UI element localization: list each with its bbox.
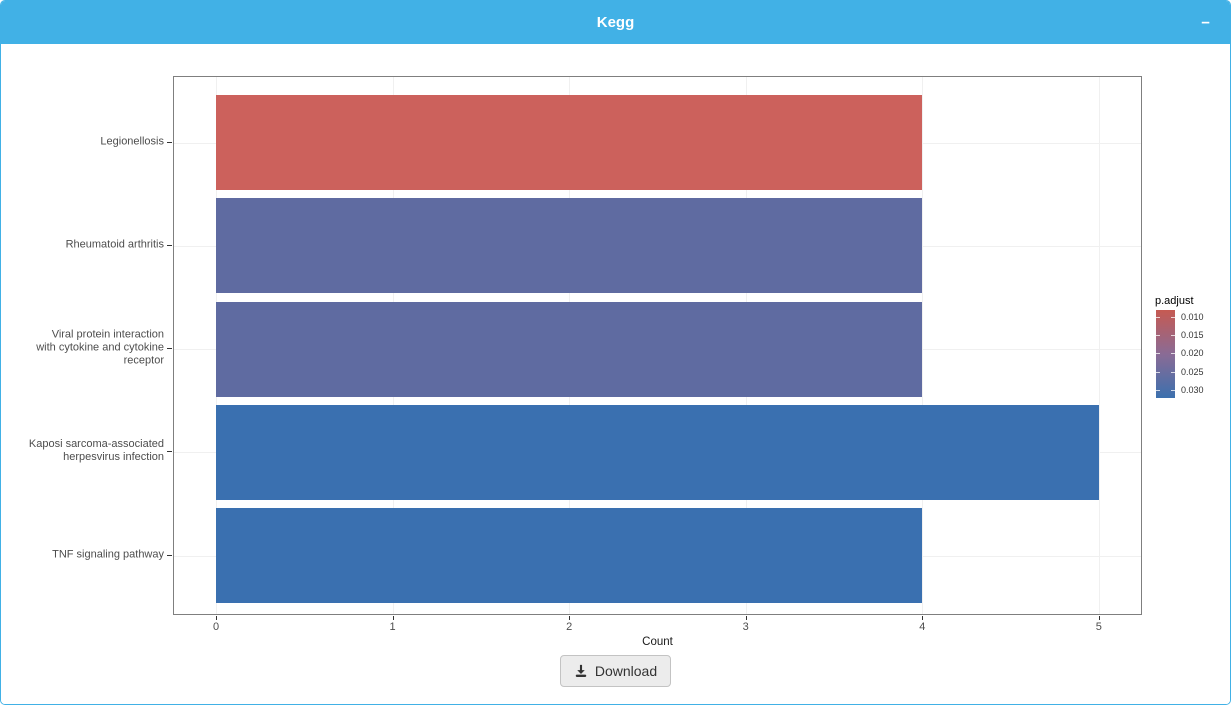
x-tick-label: 1	[389, 621, 396, 633]
download-button-label: Download	[594, 663, 658, 679]
x-axis-tick	[216, 616, 217, 620]
legend-tick	[1156, 317, 1160, 319]
x-tick-label: 5	[1095, 621, 1102, 633]
legend-tick	[1156, 372, 1160, 374]
legend-title: p.adjust	[1155, 295, 1194, 307]
y-axis-tick	[167, 244, 172, 246]
y-axis-label: Viral protein interaction with cytokine …	[36, 328, 164, 367]
download-row: Download	[1, 655, 1230, 687]
x-tick-label: 3	[742, 621, 749, 633]
legend-tick	[1171, 390, 1175, 392]
x-axis-tick	[569, 616, 571, 620]
y-axis-label: TNF signaling pathway	[52, 548, 164, 560]
gridline	[1098, 77, 1100, 614]
bar-chart: Count p.adjust 0 1 2 3 4 5 Legionellosis Rheuma…	[1, 44, 1230, 704]
x-axis-tick	[1098, 616, 1100, 620]
legend-tick	[1171, 317, 1175, 319]
x-axis-tick	[745, 616, 747, 620]
legend-tick-label: 0.025	[1181, 367, 1204, 378]
bar	[216, 301, 923, 397]
y-axis-tick	[167, 348, 172, 349]
x-tick-label: 4	[919, 621, 926, 633]
y-axis-tick	[167, 141, 172, 143]
plot-area	[173, 76, 1142, 615]
panel-title: Kegg	[596, 14, 635, 31]
bar	[216, 404, 1099, 500]
y-axis-label: Kaposi sarcoma-associated herpesvirus in…	[28, 438, 164, 464]
y-axis-tick	[167, 451, 172, 453]
legend-tick	[1171, 353, 1175, 355]
panel-header: Kegg −	[1, 1, 1230, 44]
panel-body: Count p.adjust 0 1 2 3 4 5 Legionellosis Rheuma…	[1, 44, 1230, 704]
legend-tick-label: 0.010	[1181, 312, 1204, 323]
legend-tick-label: 0.015	[1181, 330, 1204, 341]
legend-tick	[1171, 335, 1175, 337]
x-tick-label: 2	[566, 621, 573, 633]
legend-tick	[1171, 372, 1175, 374]
legend-tick	[1156, 335, 1160, 337]
bar	[216, 198, 923, 294]
legend-tick	[1156, 390, 1160, 392]
y-axis-label: Rheumatoid arthritis	[65, 238, 164, 251]
y-axis-tick	[167, 554, 172, 556]
x-tick-label: 0	[212, 621, 220, 633]
gridline	[922, 77, 924, 614]
bar	[216, 508, 923, 603]
legend-tick-label: 0.030	[1181, 385, 1204, 396]
x-axis-title: Count	[642, 636, 673, 648]
x-axis-tick	[922, 616, 924, 620]
legend-gradient-bar	[1156, 310, 1175, 398]
x-axis-tick	[392, 616, 394, 620]
minimize-icon[interactable]: −	[1201, 14, 1210, 31]
legend-tick	[1156, 353, 1160, 355]
download-button[interactable]: Download	[559, 655, 672, 687]
y-axis-label: Legionellosis	[100, 135, 164, 147]
bar	[216, 95, 923, 190]
legend-tick-label: 0.020	[1181, 348, 1204, 359]
download-icon	[574, 664, 588, 678]
